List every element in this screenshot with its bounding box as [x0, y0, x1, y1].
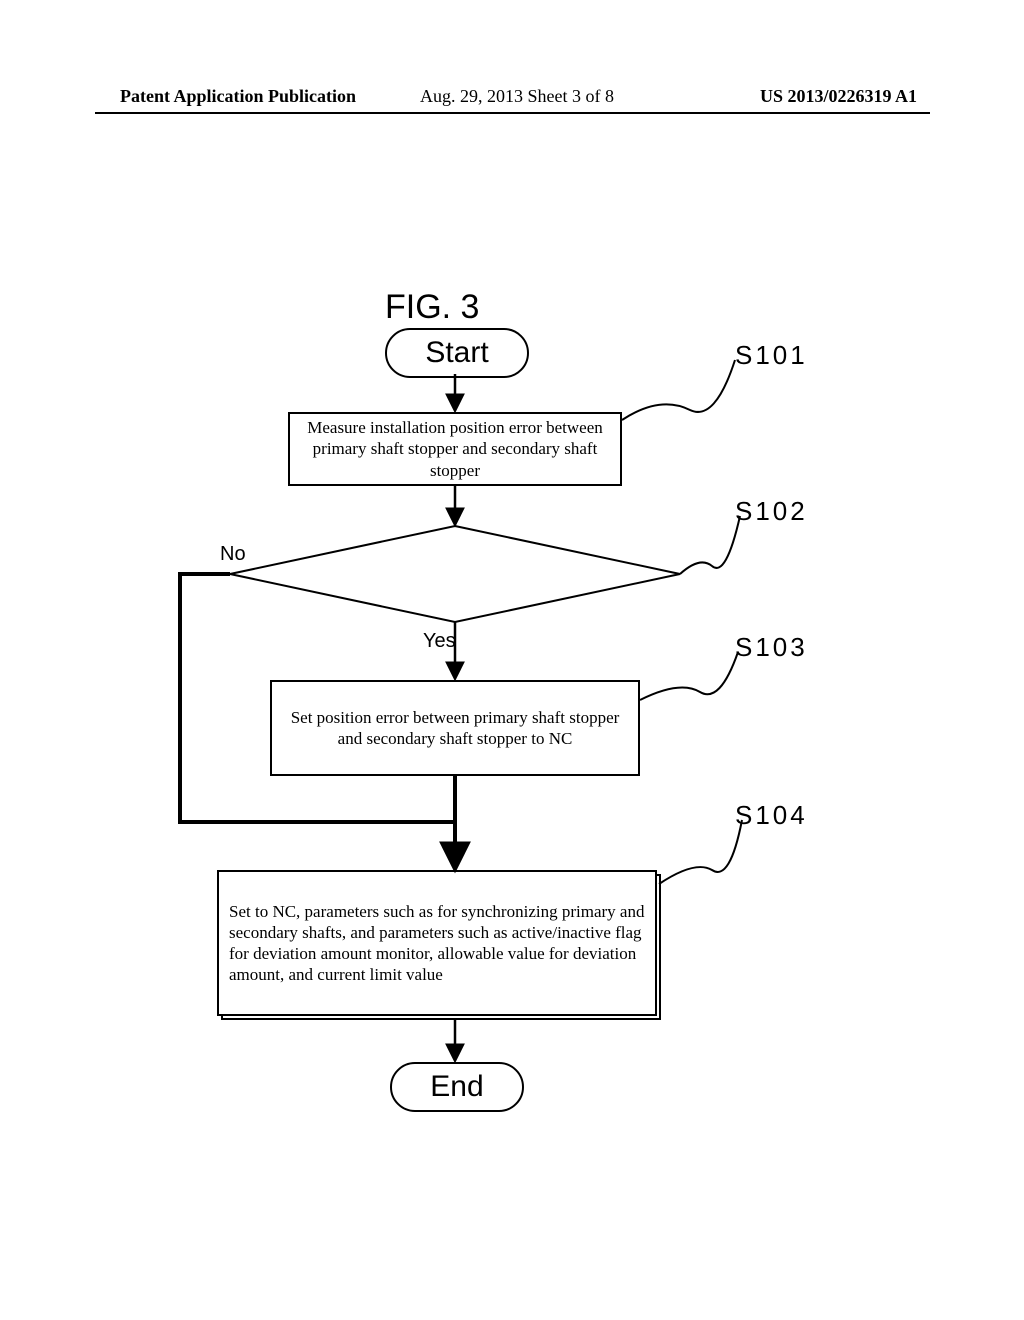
- leader-s103: [640, 652, 738, 700]
- flow-decision-s102: [230, 526, 680, 622]
- flow-connectors: [0, 0, 1024, 1320]
- leader-s101: [622, 360, 735, 420]
- leader-s104: [659, 820, 742, 884]
- page: Patent Application Publication Aug. 29, …: [0, 0, 1024, 1320]
- leader-s102: [680, 516, 740, 574]
